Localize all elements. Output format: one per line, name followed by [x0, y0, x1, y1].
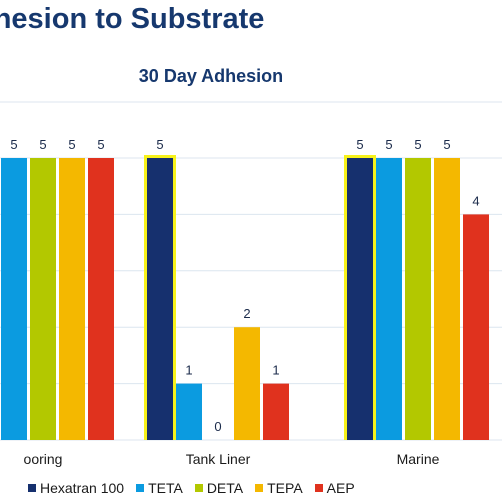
bar	[88, 158, 114, 440]
legend-item: TEPA	[255, 480, 303, 496]
data-label: 5	[385, 137, 392, 152]
bar	[347, 158, 373, 440]
bar	[234, 327, 260, 440]
bar	[59, 158, 85, 440]
legend-swatch	[255, 484, 264, 492]
legend-label: TEPA	[267, 480, 303, 496]
category-labels: ooring Tank Liner Marine	[24, 451, 440, 467]
bar	[434, 158, 460, 440]
bar	[405, 158, 431, 440]
legend-label: TETA	[148, 480, 183, 496]
bar	[263, 383, 289, 440]
data-label: 5	[10, 137, 17, 152]
category-label: ooring	[24, 451, 63, 467]
data-label: 5	[156, 137, 163, 152]
legend-label: AEP	[326, 480, 355, 496]
data-labels: 555555102155554	[10, 137, 479, 434]
data-label: 4	[472, 193, 479, 208]
slide-title: dhesion to Substrate	[0, 3, 265, 35]
legend-swatch	[28, 484, 36, 492]
data-label: 1	[185, 363, 192, 378]
data-label: 5	[39, 137, 46, 152]
bar	[463, 214, 489, 440]
legend-label: DETA	[206, 480, 244, 496]
chart-title: 30 Day Adhesion	[138, 66, 284, 86]
data-label: 5	[97, 137, 104, 152]
category-label: Marine	[397, 451, 440, 467]
legend-item: AEP	[314, 480, 355, 496]
bar	[376, 158, 402, 440]
data-label: 0	[214, 419, 221, 434]
chart-legend: Hexatran 100 TETA DETA TEPA AEP	[28, 480, 502, 496]
category-label: Tank Liner	[186, 451, 251, 467]
legend-item: Hexatran 100	[28, 480, 124, 496]
legend-swatch	[136, 484, 145, 492]
bar	[147, 158, 173, 440]
bar	[1, 158, 27, 440]
legend-label: Hexatran 100	[40, 480, 125, 496]
data-label: 5	[356, 137, 363, 152]
bar-series	[1, 155, 489, 440]
legend-item: DETA	[194, 480, 244, 496]
data-label: 1	[272, 363, 279, 378]
data-label: 5	[68, 137, 75, 152]
data-label: 5	[443, 137, 450, 152]
data-label: 2	[243, 306, 250, 321]
legend-swatch	[314, 484, 323, 492]
legend-swatch	[194, 484, 203, 492]
bar	[30, 158, 56, 440]
legend-item: TETA	[136, 480, 183, 496]
data-label: 5	[414, 137, 421, 152]
bar	[176, 383, 202, 440]
